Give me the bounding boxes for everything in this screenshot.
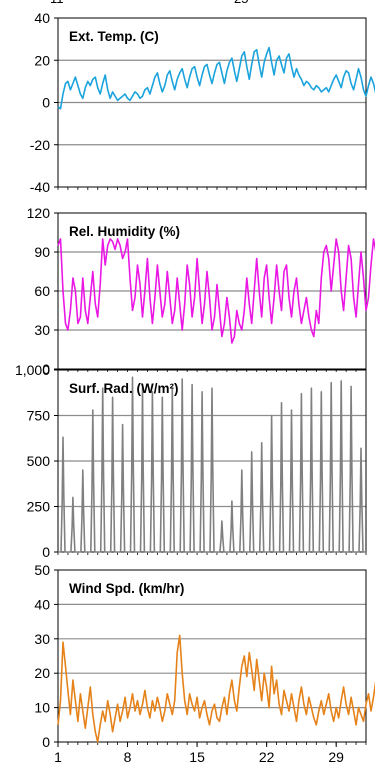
y-tick-label: 20 bbox=[34, 52, 50, 68]
x-tick-label: 22 bbox=[259, 749, 275, 765]
radiation-series-line bbox=[58, 376, 366, 553]
y-tick-label: 30 bbox=[34, 322, 50, 338]
cut-top-label-left: 11 bbox=[50, 0, 70, 5]
panel-title: Wind Spd. (km/hr) bbox=[69, 581, 184, 596]
x-tick-label: 1 bbox=[54, 749, 62, 765]
y-tick-label: 40 bbox=[34, 10, 50, 26]
y-tick-label: 0 bbox=[42, 361, 50, 377]
y-tick-label: 10 bbox=[34, 700, 50, 716]
y-tick-label: 90 bbox=[34, 244, 50, 260]
y-tick-label: 0 bbox=[42, 95, 50, 111]
y-tick-label: 750 bbox=[27, 408, 51, 424]
panel-temp: 40 20 0 -20 -40 Ext. Temp. (C) bbox=[30, 10, 375, 195]
x-tick-label: 29 bbox=[328, 749, 344, 765]
y-tick-label: 40 bbox=[34, 596, 50, 612]
y-tick-label: 1,000 bbox=[15, 362, 50, 378]
y-tick-label: 50 bbox=[34, 562, 50, 578]
y-tick-label: -20 bbox=[30, 137, 50, 153]
panel-humidity: 120 90 60 30 0 Rel. Humidity (%) bbox=[27, 205, 375, 377]
panel-title: Surf. Rad. (W/m²) bbox=[69, 381, 179, 396]
y-tick-label: 0 bbox=[42, 544, 50, 560]
y-tick-label: 250 bbox=[27, 499, 51, 515]
panel-title: Rel. Humidity (%) bbox=[69, 224, 180, 239]
y-tick-label: 0 bbox=[42, 734, 50, 750]
humidity-series-line bbox=[57, 238, 375, 344]
y-tick-label: 30 bbox=[34, 631, 50, 647]
y-tick-label: 500 bbox=[27, 453, 51, 469]
y-tick-label: 120 bbox=[27, 205, 51, 221]
y-tick-label: -40 bbox=[30, 179, 50, 195]
cut-top-label-right: 25 bbox=[234, 0, 254, 5]
plot-frame bbox=[57, 569, 367, 743]
panel-title: Ext. Temp. (C) bbox=[69, 29, 159, 44]
wind-series-line bbox=[57, 634, 375, 743]
x-tick-label: 15 bbox=[189, 749, 205, 765]
panel-wind: 50 40 30 20 10 0 Wind Spd. (km/hr) bbox=[34, 562, 375, 750]
y-tick-label: 60 bbox=[34, 283, 50, 299]
temp-series-line bbox=[57, 46, 375, 110]
y-tick-label: 20 bbox=[34, 665, 50, 681]
x-tick-label: 8 bbox=[124, 749, 132, 765]
panel-radiation: 1,000 750 500 250 0 Surf. Rad. (W/m²) bbox=[15, 362, 367, 560]
